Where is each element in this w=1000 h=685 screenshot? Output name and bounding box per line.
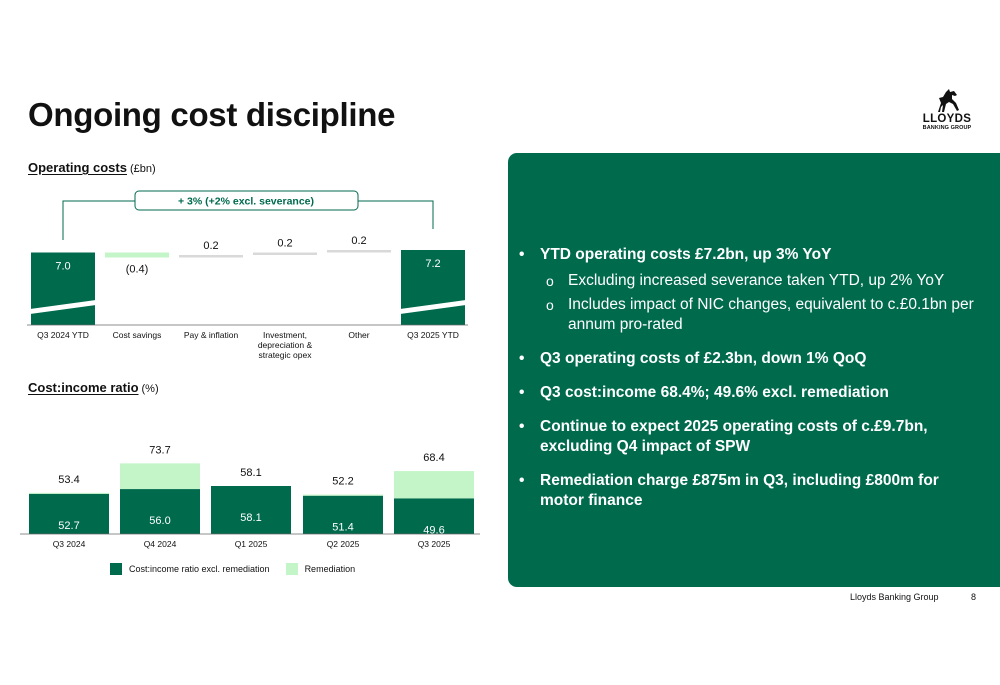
- ratio-bar-excl-remediation: [303, 495, 383, 534]
- operating-costs-waterfall-chart: + 3% (+2% excl. severance) 7.0 (0.4) 0.2 0.2…: [27, 190, 468, 360]
- x-tick-label: Q3 2024: [53, 539, 86, 549]
- ratio-bar-remediation: [120, 463, 200, 490]
- bullet-marker: •: [519, 472, 525, 489]
- ratio-total-label: 53.4: [58, 474, 79, 486]
- sub-bullet-item: o Includes impact of NIC changes, equival…: [540, 295, 986, 335]
- key-messages-panel: • YTD operating costs £7.2bn, up 3% YoY o E…: [508, 153, 1000, 587]
- bullet-text: Q3 operating costs of £2.3bn, down 1% Qo…: [540, 350, 867, 367]
- legend-label: Remediation: [304, 564, 356, 574]
- black-horse-icon: [938, 89, 959, 112]
- operating-costs-heading: Operating costs (£bn): [28, 160, 156, 175]
- x-tick-label: Q3 2024 YTD: [37, 330, 89, 340]
- ratio-inner-label: 56.0: [149, 515, 170, 527]
- x-tick-label: Q1 2025: [235, 539, 268, 549]
- waterfall-bar: [179, 255, 243, 258]
- waterfall-data-label: 7.0: [55, 261, 70, 273]
- logo-wordmark: LLOYDS: [922, 113, 972, 125]
- x-tick-label: Pay & inflation: [184, 330, 239, 340]
- axis-break-mark: [400, 300, 466, 314]
- waterfall-bar: [253, 252, 317, 255]
- bullet-marker: •: [519, 246, 525, 263]
- x-tick-label: Q3 2025: [418, 539, 451, 549]
- legend-swatch: [110, 563, 122, 575]
- footer-text: Lloyds Banking Group: [850, 592, 939, 602]
- ratio-bar-remediation: [29, 492, 109, 494]
- bullet-item: • Q3 cost:income 68.4%; 49.6% excl. remed…: [515, 383, 986, 403]
- ratio-inner-label: 52.7: [58, 520, 79, 532]
- sub-bullet-marker: o: [546, 297, 554, 313]
- cost-income-heading: Cost:income ratio (%): [28, 380, 159, 395]
- bullet-item: • YTD operating costs £7.2bn, up 3% YoY o E…: [515, 245, 986, 335]
- bracket-left-line: [62, 200, 135, 240]
- axis-break-mark: [30, 300, 96, 314]
- ratio-inner-label: 58.1: [240, 512, 261, 524]
- bullet-marker: •: [519, 384, 525, 401]
- growth-annotation-box: [134, 190, 359, 211]
- lloyds-logo: LLOYDS BANKING GROUP: [916, 88, 978, 138]
- operating-costs-unit: (£bn): [129, 163, 156, 175]
- waterfall-data-label: (0.4): [126, 264, 149, 276]
- ratio-bar-excl-remediation: [120, 489, 200, 534]
- ratio-bar-excl-remediation: [394, 498, 474, 534]
- waterfall-bar: [401, 250, 465, 325]
- cost-income-unit: (%): [141, 383, 159, 395]
- x-tick-label: Investment, depreciation & strategic opex: [258, 330, 313, 360]
- bullet-text: Q3 cost:income 68.4%; 49.6% excl. remedi…: [540, 384, 889, 401]
- growth-annotation-label: + 3% (+2% excl. severance): [178, 196, 314, 208]
- x-tick-label: Q3 2025 YTD: [407, 330, 459, 340]
- sub-bullet-marker: o: [546, 273, 554, 289]
- sub-bullet-text: Excluding increased severance taken YTD,…: [568, 272, 945, 289]
- ratio-total-label: 52.2: [332, 476, 353, 488]
- ratio-inner-label: 51.4: [332, 522, 353, 534]
- page-number: 8: [971, 592, 977, 602]
- bullet-marker: •: [519, 418, 525, 435]
- ratio-total-label: 58.1: [240, 467, 261, 479]
- waterfall-bar: [31, 252, 95, 325]
- legend-item-excl-remediation: Cost:income ratio excl. remediation: [110, 563, 270, 575]
- bullet-item: • Q3 operating costs of £2.3bn, down 1% Q…: [515, 349, 986, 369]
- legend-item-remediation: Remediation: [285, 563, 356, 575]
- ratio-bar-remediation: [303, 494, 383, 496]
- page-title: Ongoing cost discipline: [28, 96, 396, 133]
- ratio-total-label: 73.7: [149, 444, 170, 456]
- x-tick-label: Cost savings: [113, 330, 162, 340]
- bullet-item: • Remediation charge £875m in Q3, includi…: [515, 471, 986, 511]
- waterfall-bar: [327, 250, 391, 253]
- ratio-bar-remediation: [394, 471, 474, 499]
- cost-income-title: Cost:income ratio: [28, 380, 139, 395]
- bullet-item: • Continue to expect 2025 operating costs…: [515, 417, 986, 457]
- ratio-bar-excl-remediation: [29, 493, 109, 534]
- sub-bullet-text: Includes impact of NIC changes, equivale…: [568, 296, 974, 333]
- x-tick-label: Q4 2024: [144, 539, 177, 549]
- ratio-bar-excl-remediation: [211, 486, 291, 534]
- bracket-right-line: [358, 200, 434, 229]
- waterfall-data-label: 0.2: [351, 235, 366, 247]
- waterfall-data-label: 0.2: [277, 238, 292, 250]
- waterfall-bar: [105, 252, 169, 258]
- bullet-list: • YTD operating costs £7.2bn, up 3% YoY o E…: [515, 245, 986, 511]
- sub-bullet-list: o Excluding increased severance taken YTD…: [540, 271, 986, 335]
- legend-label: Cost:income ratio excl. remediation: [129, 564, 270, 574]
- legend-swatch: [285, 563, 298, 575]
- sub-bullet-item: o Excluding increased severance taken YTD…: [540, 271, 986, 291]
- logo-subtitle: BANKING GROUP: [922, 125, 972, 131]
- bullet-text: YTD operating costs £7.2bn, up 3% YoY: [540, 246, 832, 263]
- chart-legend: Cost:income ratio excl. remediation Reme…: [110, 563, 371, 575]
- x-tick-label: Q2 2025: [327, 539, 360, 549]
- ratio-total-label: 68.4: [423, 452, 444, 464]
- waterfall-data-label: 7.2: [425, 258, 440, 270]
- cost-income-ratio-chart: 52.7 53.4 Q3 2024 56.0 73.7 Q4 2024 58.1 58.1 Q1…: [20, 444, 480, 549]
- bullet-text: Continue to expect 2025 operating costs …: [540, 418, 928, 455]
- bullet-marker: •: [519, 350, 525, 367]
- operating-costs-title: Operating costs: [28, 160, 127, 175]
- ratio-inner-label: 49.6: [423, 524, 444, 536]
- bullet-text: Remediation charge £875m in Q3, includin…: [540, 472, 939, 509]
- waterfall-data-label: 0.2: [203, 240, 218, 252]
- x-tick-label: Other: [348, 330, 369, 340]
